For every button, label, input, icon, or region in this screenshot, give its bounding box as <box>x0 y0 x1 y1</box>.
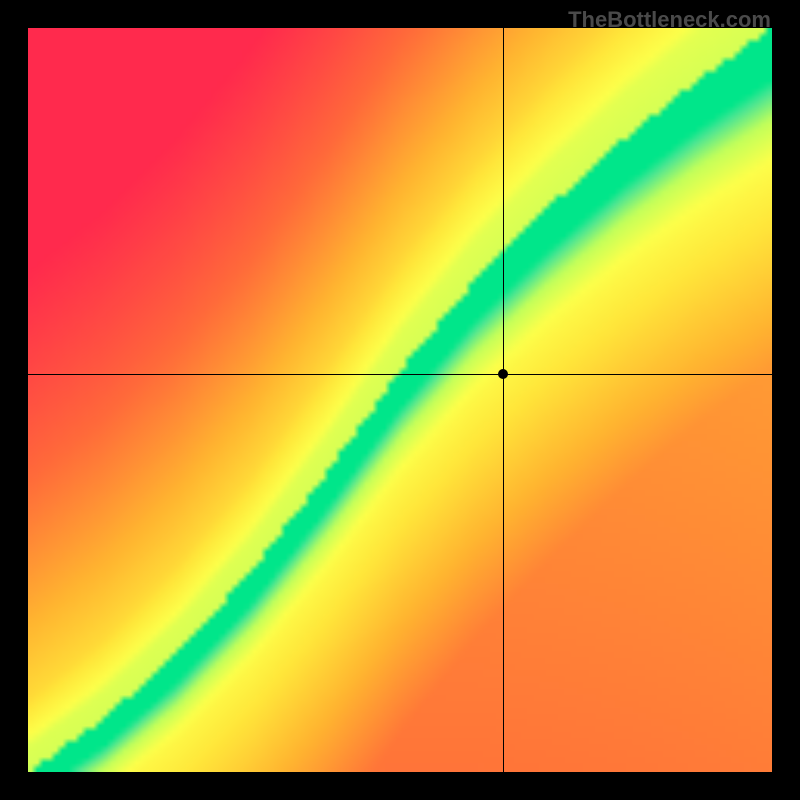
crosshair-vertical <box>503 28 504 772</box>
selection-marker <box>498 369 508 379</box>
heatmap-canvas <box>28 28 772 772</box>
bottleneck-heatmap <box>28 28 772 772</box>
watermark-text: TheBottleneck.com <box>568 7 771 33</box>
crosshair-horizontal <box>28 374 772 375</box>
